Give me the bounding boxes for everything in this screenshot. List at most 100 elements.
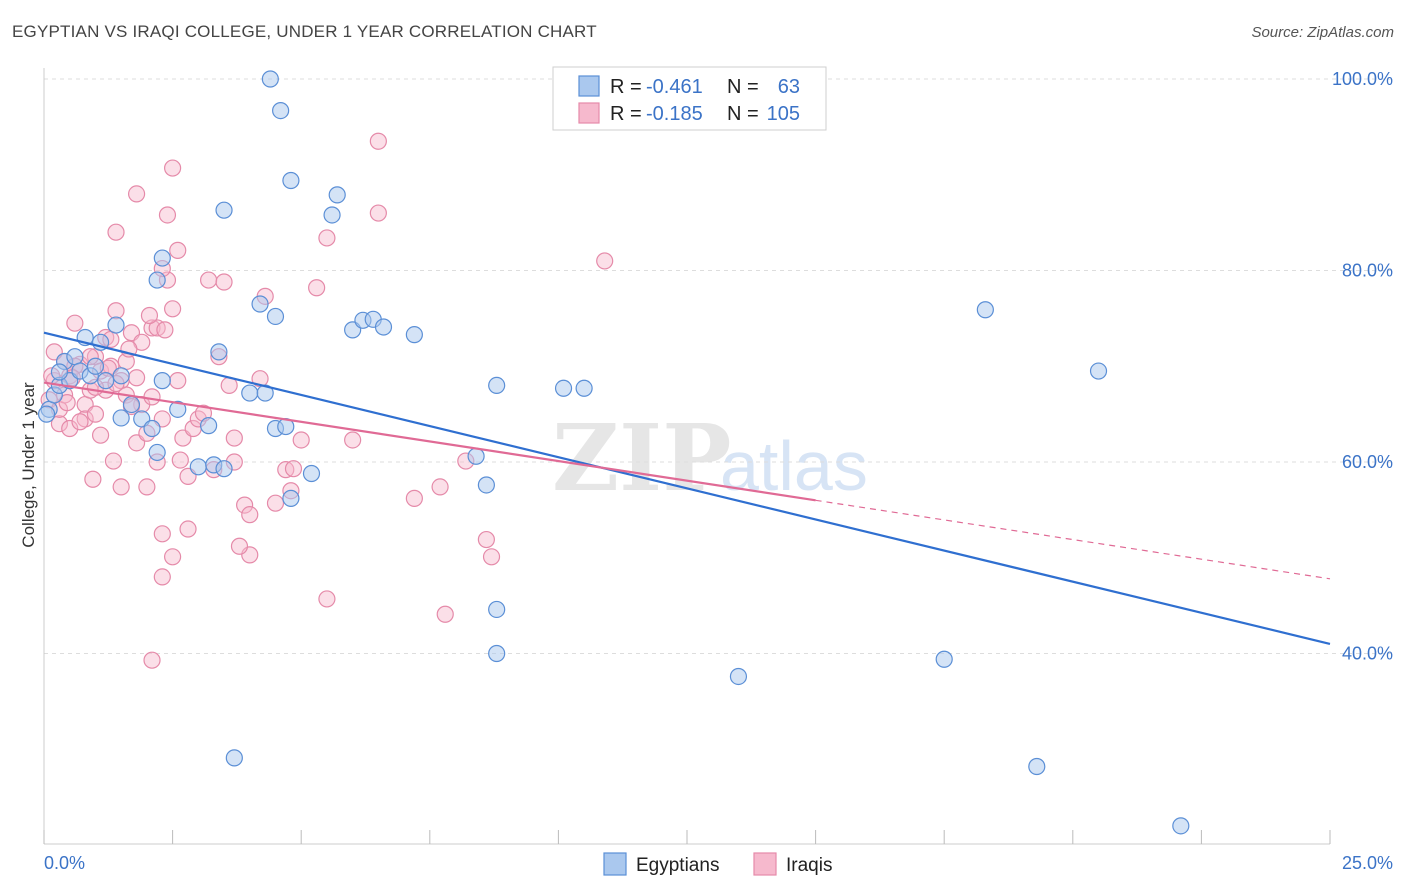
egyptians-point	[189, 458, 207, 476]
iraqis-point	[153, 525, 171, 543]
correlation-legend: R = -0.461 N = 63 R = -0.185 N = 105	[552, 66, 827, 131]
iraqis-point	[171, 451, 189, 469]
legend-n-label-iraqis: N =	[727, 103, 759, 125]
egyptians-point	[328, 186, 346, 204]
iraqis-point	[436, 605, 454, 623]
legend-swatch-egyptians	[578, 75, 600, 97]
legend-n-value-egyptians: 63	[778, 76, 800, 98]
bottom-legend-label-egyptians: Egyptians	[636, 855, 719, 876]
egyptians-point	[302, 464, 321, 483]
iraqis-point	[200, 271, 218, 289]
y-tick-label: 60.0%	[1342, 452, 1393, 472]
egyptians-point	[488, 600, 506, 619]
iraqis-point	[71, 413, 89, 431]
x-tick-label: 0.0%	[44, 853, 85, 873]
iraqis-point	[344, 431, 362, 449]
egyptians-point	[488, 644, 506, 663]
grid-lines	[44, 78, 1395, 654]
egyptians-point	[66, 348, 84, 366]
egyptians-point	[97, 372, 115, 390]
egyptians-point	[50, 363, 69, 381]
bottom-legend-swatch-iraqis	[753, 852, 777, 876]
egyptians-point	[976, 301, 994, 319]
iraqis-point	[138, 478, 156, 496]
iraqis-point	[104, 452, 123, 470]
axes	[43, 68, 1331, 845]
bottom-legend-label-iraqis: Iraqis	[786, 855, 832, 876]
egyptians-point	[107, 316, 125, 334]
egyptians-point	[256, 384, 274, 402]
iraqis-point	[241, 506, 259, 524]
egyptians-point	[122, 395, 141, 414]
iraqis-point	[84, 470, 102, 488]
egyptians-point	[241, 384, 259, 402]
iraqis-point	[308, 279, 326, 297]
egyptians-point	[251, 295, 269, 313]
iraqis-point	[91, 426, 110, 444]
egyptians-point	[374, 318, 393, 336]
egyptians-point	[143, 419, 161, 438]
y-tick-label: 100.0%	[1332, 69, 1393, 89]
egyptians-point	[1089, 362, 1108, 380]
iraqis-point	[292, 431, 310, 449]
egyptians-point	[282, 489, 300, 507]
y-axis-label: College, Under 1 year	[19, 382, 38, 548]
egyptians-point	[153, 249, 171, 267]
iraqis-point	[369, 132, 387, 150]
egyptians-point	[935, 650, 953, 668]
egyptians-point	[225, 749, 243, 767]
egyptians-point	[575, 379, 593, 397]
egyptians-point	[1172, 817, 1190, 835]
egyptians-point	[477, 476, 495, 494]
legend-r-value-iraqis: -0.185	[646, 103, 703, 125]
egyptians-point	[467, 447, 485, 465]
iraqis-point	[143, 388, 161, 406]
iraqis-point	[369, 204, 387, 222]
egyptians-point	[200, 417, 218, 435]
egyptians-point	[405, 326, 423, 344]
trend-lines	[43, 331, 1331, 645]
egyptians-point	[729, 667, 748, 686]
iraqis-point	[225, 429, 243, 447]
iraqis-point	[318, 229, 336, 247]
iraqis-point	[230, 537, 249, 555]
iraqis-point	[140, 306, 159, 325]
iraqis-point	[58, 394, 76, 412]
y-tick-label: 40.0%	[1342, 644, 1393, 664]
egyptians-point	[488, 376, 506, 394]
bottom-legend-swatch-egyptians	[603, 852, 627, 876]
iraqis-point	[179, 520, 197, 538]
egyptians-point	[282, 171, 300, 190]
egyptians-point	[272, 101, 290, 120]
egyptians-point	[215, 201, 233, 219]
iraqis-point	[127, 185, 146, 203]
iraqis-point	[164, 548, 182, 566]
egyptians-point	[261, 70, 279, 88]
iraqis-point	[431, 478, 449, 496]
iraqis-point	[76, 410, 94, 428]
iraqis-trend-line-extension	[815, 499, 1331, 580]
egyptians-point	[148, 443, 166, 462]
egyptians-point	[210, 343, 228, 361]
iraqis-point	[164, 159, 182, 177]
iraqis-point	[477, 530, 495, 549]
iraqis-trend-line	[43, 381, 816, 502]
iraqis-point	[127, 369, 146, 387]
legend-n-value-iraqis: 105	[767, 103, 800, 125]
egyptians-point	[169, 400, 187, 418]
legend-r-label-iraqis: R =	[610, 103, 642, 125]
legend-n-label-egyptians: N =	[727, 76, 759, 98]
iraqis-point	[61, 419, 79, 438]
iraqis-point	[169, 372, 187, 390]
iraqis-point	[66, 314, 84, 332]
legend-r-value-egyptians: -0.461	[646, 76, 703, 98]
x-tick-label: 25.0%	[1342, 853, 1393, 873]
iraqis-point	[482, 548, 501, 566]
watermark-atlas: atlas	[720, 427, 868, 505]
iraqis-point	[107, 302, 125, 320]
series-legend: Egyptians Iraqis	[603, 852, 832, 876]
egyptians-point	[148, 271, 166, 289]
egyptians-point	[37, 405, 56, 423]
legend-swatch-iraqis	[578, 102, 600, 124]
